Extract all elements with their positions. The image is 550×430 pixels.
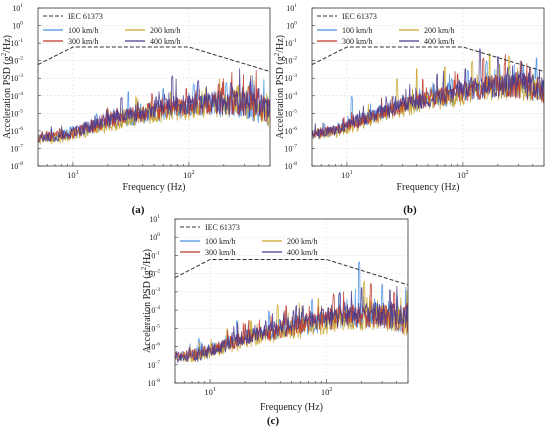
x-tick-label: 101 — [67, 170, 79, 180]
y-tick-label: 10-5 — [10, 108, 23, 118]
y-tick-label: 10-8 — [147, 378, 160, 388]
y-tick-label: 10-6 — [284, 126, 297, 136]
y-axis-label: Acceleration PSD (g2/Hz) — [273, 35, 286, 139]
series-line-400-km-h — [38, 68, 270, 143]
y-tick-label: 10-7 — [10, 143, 23, 153]
y-tick-label: 10-1 — [10, 38, 23, 48]
y-axis-label: Acceleration PSD (g2/Hz) — [140, 249, 153, 353]
y-tick-label: 100 — [12, 21, 23, 31]
legend-label: 300 km/h — [68, 37, 98, 46]
y-tick-label: 10-6 — [10, 126, 23, 136]
x-tick-label: 102 — [321, 387, 333, 397]
x-tick-label: 101 — [341, 170, 353, 180]
series-group — [38, 68, 270, 145]
y-tick-label: 101 — [149, 214, 160, 224]
x-axis-label: Frequency (Hz) — [396, 182, 459, 193]
y-tick-label: 10-2 — [147, 269, 160, 279]
y-tick-label: 101 — [286, 3, 297, 13]
series-group — [175, 261, 408, 363]
y-tick-label: 10-8 — [284, 161, 297, 171]
legend-label-iec: IEC 61373 — [342, 12, 377, 21]
legend-label: 100 km/h — [68, 26, 98, 35]
legend: IEC 61373 100 km/h 200 km/h 300 km/h 400 km/… — [317, 12, 454, 46]
panel-label: (a) — [132, 204, 145, 216]
y-tick-label: 10-5 — [284, 108, 297, 118]
iec-limit-line — [38, 46, 270, 73]
chart-panel-2: 101 102 101 100 10-1 10-2 10-3 10-4 10-5 10-6 10-7… — [140, 214, 409, 427]
legend-label: 300 km/h — [205, 248, 235, 257]
chart-panel-1: 101 102 101 100 10-1 10-2 10-3 10-4 10-5 10-6 10-7… — [273, 3, 545, 216]
y-axis-label: Acceleration PSD (g2/Hz) — [0, 35, 13, 139]
y-tick-label: 10-4 — [147, 305, 160, 315]
legend-label: 200 km/h — [287, 237, 317, 246]
y-tick-label: 10-3 — [10, 73, 23, 83]
panel-label: (b) — [403, 204, 417, 216]
x-tick-label: 102 — [183, 170, 195, 180]
y-tick-label: 10-4 — [10, 91, 23, 101]
iec-limit-line — [175, 258, 408, 286]
legend-label: 200 km/h — [424, 26, 454, 35]
legend-label-iec: IEC 61373 — [205, 223, 240, 232]
y-tick-label: 100 — [149, 232, 160, 242]
y-tick-label: 10-2 — [10, 56, 23, 66]
y-tick-label: 10-6 — [147, 342, 160, 352]
y-tick-label: 10-5 — [147, 323, 160, 333]
y-tick-label: 10-1 — [284, 38, 297, 48]
y-tick-label: 10-7 — [147, 360, 160, 370]
legend: IEC 61373 100 km/h 200 km/h 300 km/h 400 km/… — [180, 223, 317, 257]
y-tick-label: 100 — [286, 21, 297, 31]
x-tick-label: 102 — [457, 170, 469, 180]
legend: IEC 61373 100 km/h 200 km/h 300 km/h 400 km/… — [43, 12, 180, 46]
y-tick-label: 10-2 — [284, 56, 297, 66]
legend-label: 100 km/h — [342, 26, 372, 35]
x-axis-label: Frequency (Hz) — [260, 402, 323, 413]
y-tick-label: 10-8 — [10, 161, 23, 171]
y-tick-label: 10-4 — [284, 91, 297, 101]
y-tick-label: 101 — [12, 3, 23, 13]
legend-label: 200 km/h — [150, 26, 180, 35]
x-tick-label: 101 — [204, 387, 216, 397]
chart-panel-0: 101 102 101 100 10-1 10-2 10-3 10-4 10-5 10-6 10-7… — [0, 3, 271, 216]
legend-label: 100 km/h — [205, 237, 235, 246]
legend-label: 400 km/h — [424, 37, 454, 46]
series-line-400-km-h — [175, 286, 408, 363]
legend-label-iec: IEC 61373 — [68, 12, 103, 21]
series-group — [312, 48, 544, 140]
y-tick-label: 10-1 — [147, 250, 160, 260]
panel-label: (c) — [267, 415, 280, 427]
y-tick-label: 10-3 — [147, 287, 160, 297]
series-line-400-km-h — [312, 48, 544, 139]
y-tick-label: 10-3 — [284, 73, 297, 83]
series-line-300-km-h — [312, 53, 544, 138]
x-axis-label: Frequency (Hz) — [122, 182, 185, 193]
legend-label: 400 km/h — [150, 37, 180, 46]
legend-label: 300 km/h — [342, 37, 372, 46]
iec-limit-line — [312, 46, 544, 73]
legend-label: 400 km/h — [287, 248, 317, 257]
y-tick-label: 10-7 — [284, 143, 297, 153]
